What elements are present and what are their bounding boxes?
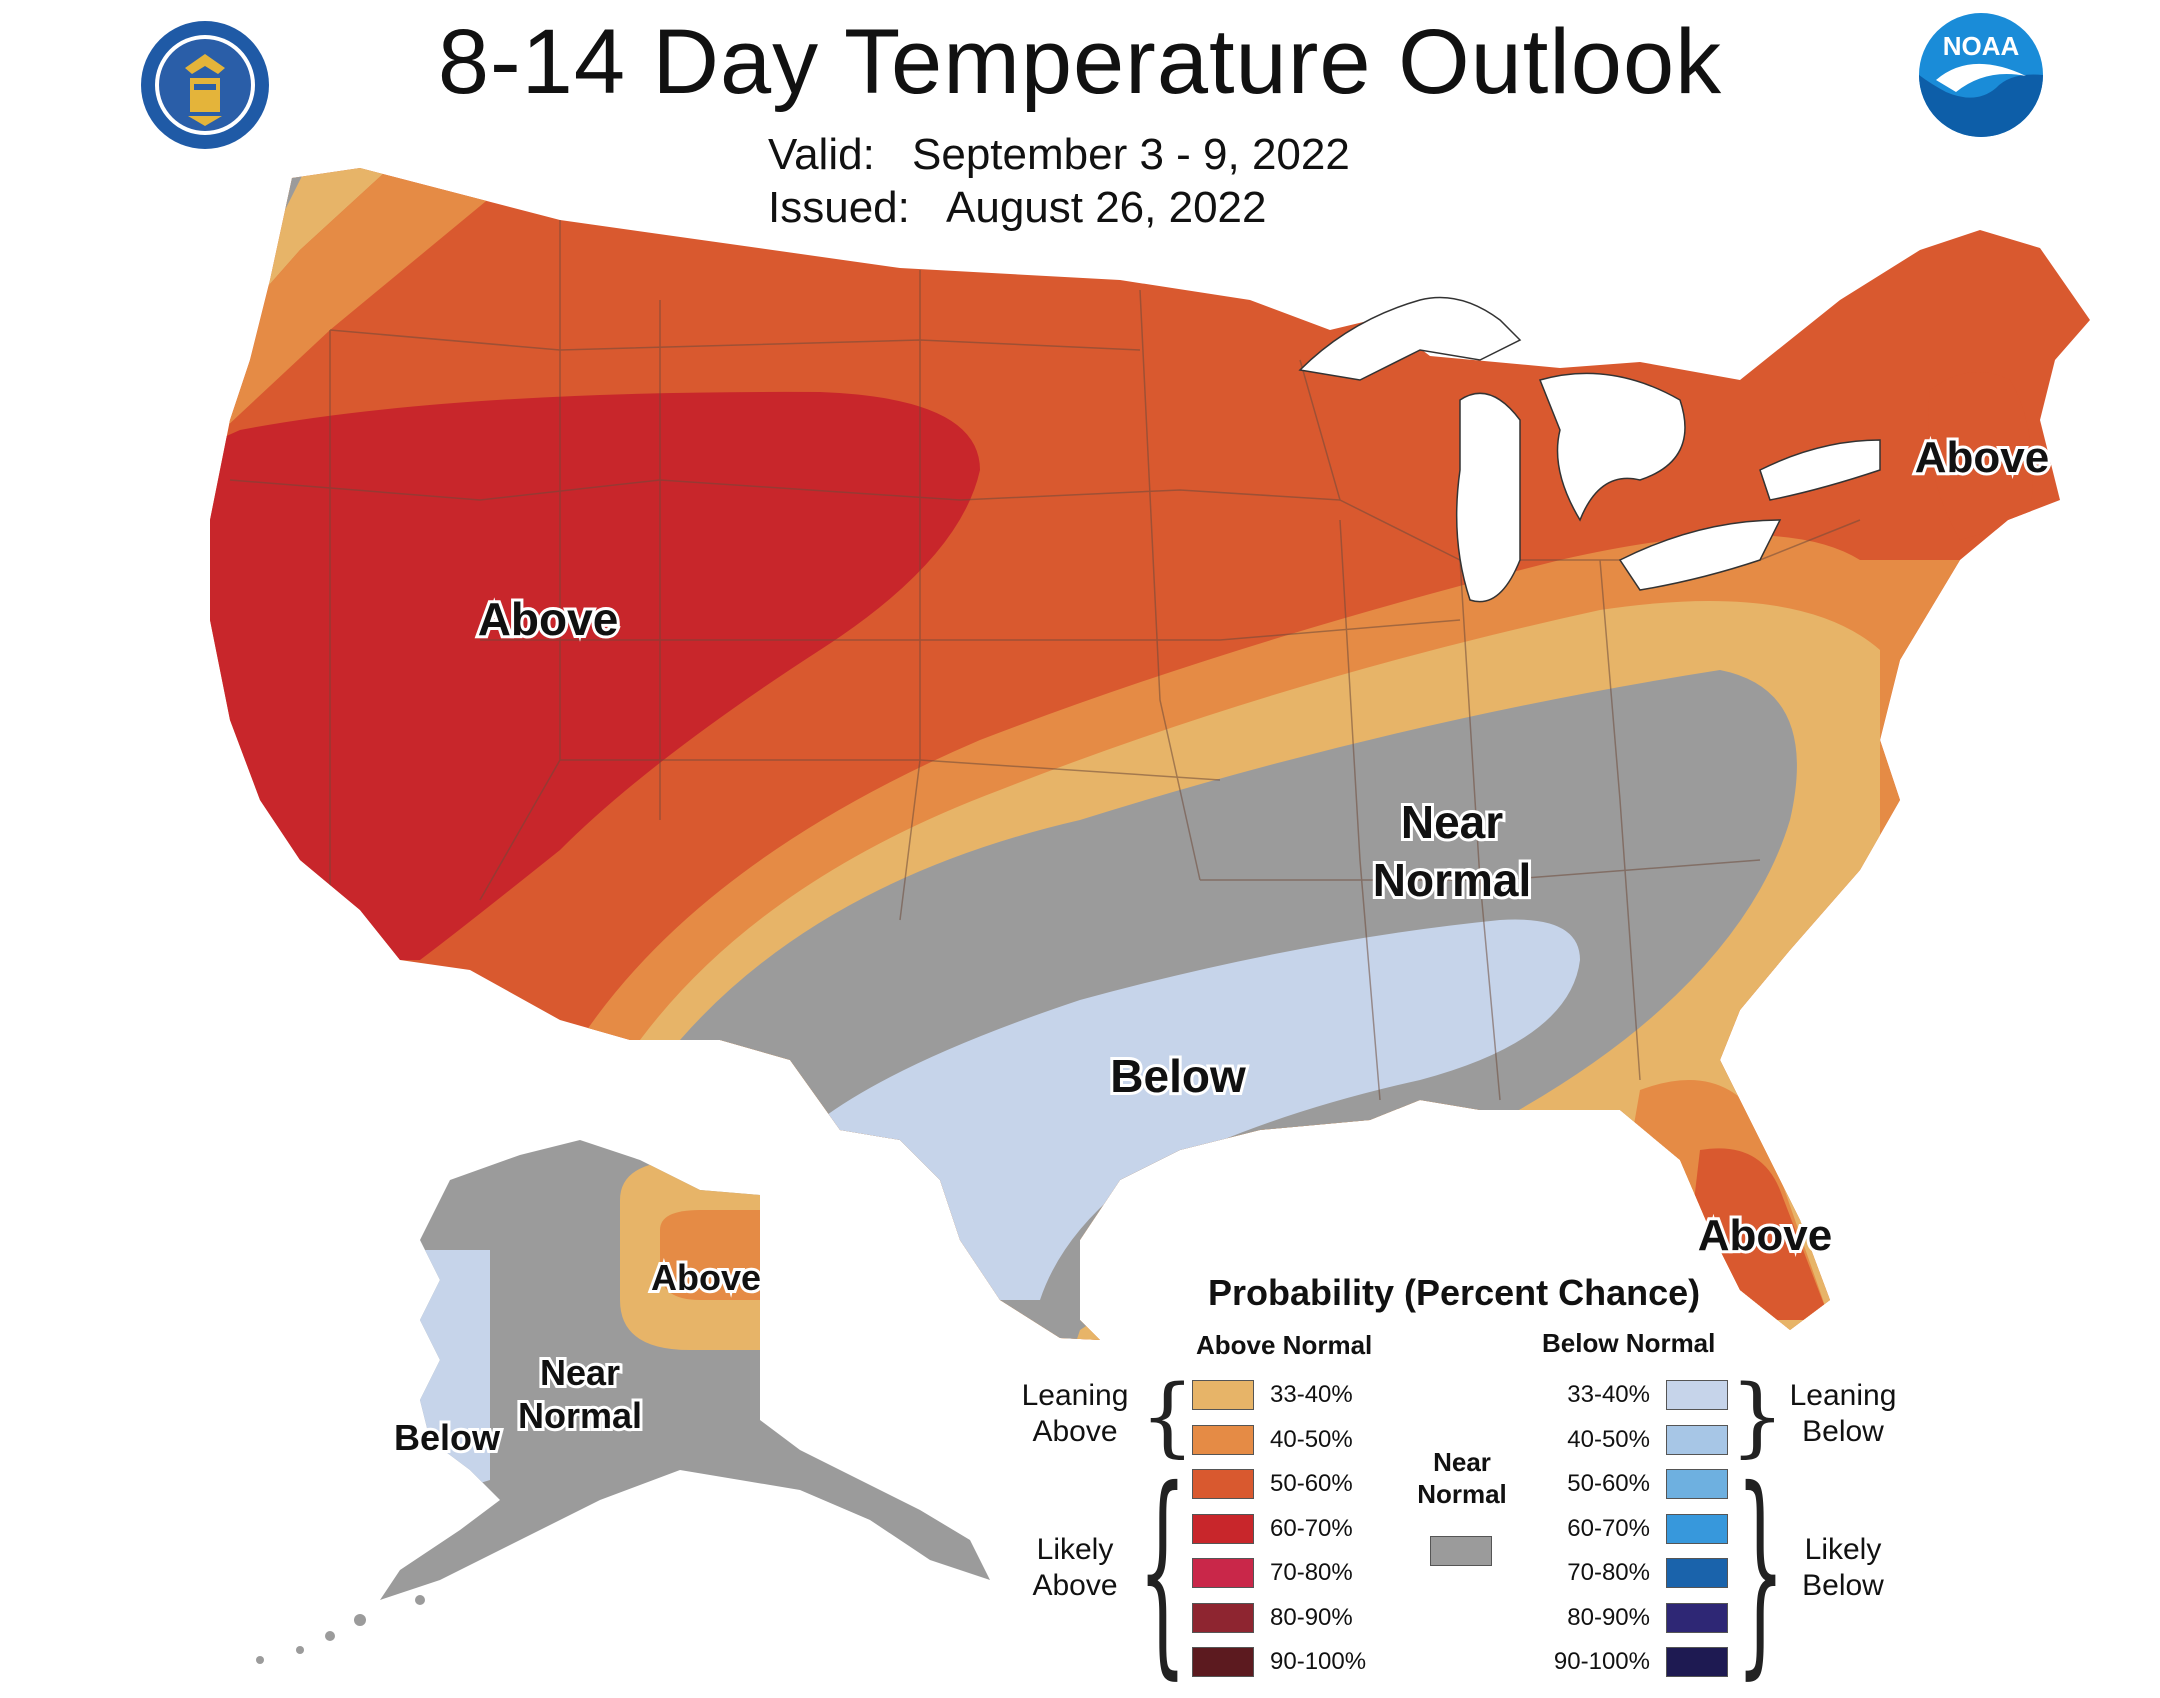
band-northeast-50-60 xyxy=(1928,372,2033,540)
legend-above-range: 70-80% xyxy=(1270,1559,1353,1586)
legend-above-swatch xyxy=(1192,1603,1254,1633)
valid-dates: September 3 - 9, 2022 xyxy=(912,130,1350,179)
likely-below-line1: Likely xyxy=(1804,1533,1882,1566)
legend-above-swatch xyxy=(1192,1558,1254,1588)
label-south-below: Below xyxy=(1110,1050,1246,1102)
label-northeast-above: Above xyxy=(1915,433,2049,482)
label-alaska-near-1: Near xyxy=(540,1352,620,1393)
label-alaska-below: Below xyxy=(394,1417,501,1458)
likely-above-line2: Above xyxy=(1032,1569,1118,1602)
label-alaska-near-2: Normal xyxy=(518,1395,642,1436)
legend-below-swatch xyxy=(1666,1380,1728,1410)
noaa-logo-icon: NOAA xyxy=(1919,13,2043,137)
legend-above-range: 80-90% xyxy=(1270,1604,1353,1631)
band-west-60-70 xyxy=(210,391,980,960)
likely-below-line2: Below xyxy=(1802,1569,1884,1602)
band-pacific-nw-40-50 xyxy=(210,168,560,470)
legend-near-normal-label: Near Normal xyxy=(1392,1446,1532,1510)
legend-above-swatch xyxy=(1192,1514,1254,1544)
legend-above-swatch xyxy=(1192,1380,1254,1410)
issued-label: Issued: xyxy=(768,183,910,232)
legend-below-range: 80-90% xyxy=(1567,1604,1650,1631)
legend-near-line2: Normal xyxy=(1417,1479,1507,1509)
leaning-below-line2: Below xyxy=(1802,1415,1884,1448)
alaska-band-40-50 xyxy=(660,1210,770,1300)
legend-above-swatch xyxy=(1192,1425,1254,1455)
leaning-below-brace: } xyxy=(1730,1367,1785,1467)
legend-below-swatch xyxy=(1666,1647,1728,1677)
legend-below-swatch xyxy=(1666,1514,1728,1544)
legend-above-range: 50-60% xyxy=(1270,1470,1353,1497)
label-west-above: Above xyxy=(478,593,619,645)
legend-above-swatch xyxy=(1192,1647,1254,1677)
legend-title: Probability (Percent Chance) xyxy=(1208,1272,1701,1313)
map-title: 8-14 Day Temperature Outlook xyxy=(437,11,1723,113)
label-florida-above: Above xyxy=(1698,1211,1832,1260)
leaning-above-brace: { xyxy=(1140,1367,1195,1467)
legend-above-swatch xyxy=(1192,1469,1254,1499)
legend-above-header: Above Normal xyxy=(1196,1330,1373,1360)
legend-below-range: 60-70% xyxy=(1567,1515,1650,1542)
likely-above-brace: { xyxy=(1138,1442,1187,1698)
label-near-normal-1: Near xyxy=(1401,796,1503,848)
legend-below-range: 70-80% xyxy=(1567,1559,1650,1586)
leaning-above-line1: Leaning xyxy=(1021,1379,1129,1412)
leaning-above-line2: Above xyxy=(1032,1415,1118,1448)
legend-above-range: 33-40% xyxy=(1270,1381,1353,1408)
legend-likely-below: Likely Below xyxy=(1768,1532,1918,1604)
legend-near-line1: Near xyxy=(1433,1447,1491,1477)
legend-below-range: 50-60% xyxy=(1567,1470,1650,1497)
legend-leaning-above: Leaning Above xyxy=(1000,1378,1150,1450)
legend-likely-above: Likely Above xyxy=(1000,1532,1150,1604)
legend-below-range: 90-100% xyxy=(1553,1648,1650,1675)
legend-below-swatch xyxy=(1666,1425,1728,1455)
legend-below-swatch xyxy=(1666,1469,1728,1499)
label-near-normal-2: Normal xyxy=(1373,854,1531,906)
legend-above-range: 60-70% xyxy=(1270,1515,1353,1542)
label-alaska-above: Above xyxy=(651,1257,761,1298)
likely-above-line1: Likely xyxy=(1036,1533,1114,1566)
likely-below-brace: } xyxy=(1736,1442,1785,1698)
legend-above-range: 90-100% xyxy=(1270,1648,1367,1675)
legend-below-header: Below Normal xyxy=(1542,1328,1716,1358)
commerce-seal-icon xyxy=(141,21,269,149)
legend-below-range: 40-50% xyxy=(1567,1426,1650,1453)
aleutian-islands xyxy=(256,1595,425,1664)
legend-below-range: 33-40% xyxy=(1567,1381,1650,1408)
legend-leaning-below: Leaning Below xyxy=(1768,1378,1918,1450)
noaa-logo-text: NOAA xyxy=(1943,31,2020,61)
legend-below-swatch xyxy=(1666,1603,1728,1633)
state-boundaries xyxy=(229,220,1861,1101)
band-below-33-40 xyxy=(820,919,1580,1300)
leaning-below-line1: Leaning xyxy=(1789,1379,1897,1412)
legend-above-range: 40-50% xyxy=(1270,1426,1353,1453)
alaska-band-below xyxy=(380,1250,490,1520)
legend-below-swatch xyxy=(1666,1558,1728,1588)
great-lakes xyxy=(1298,296,1881,603)
legend-near-normal-swatch xyxy=(1430,1536,1492,1566)
issued-date: August 26, 2022 xyxy=(946,183,1267,232)
valid-label: Valid: xyxy=(768,130,875,179)
